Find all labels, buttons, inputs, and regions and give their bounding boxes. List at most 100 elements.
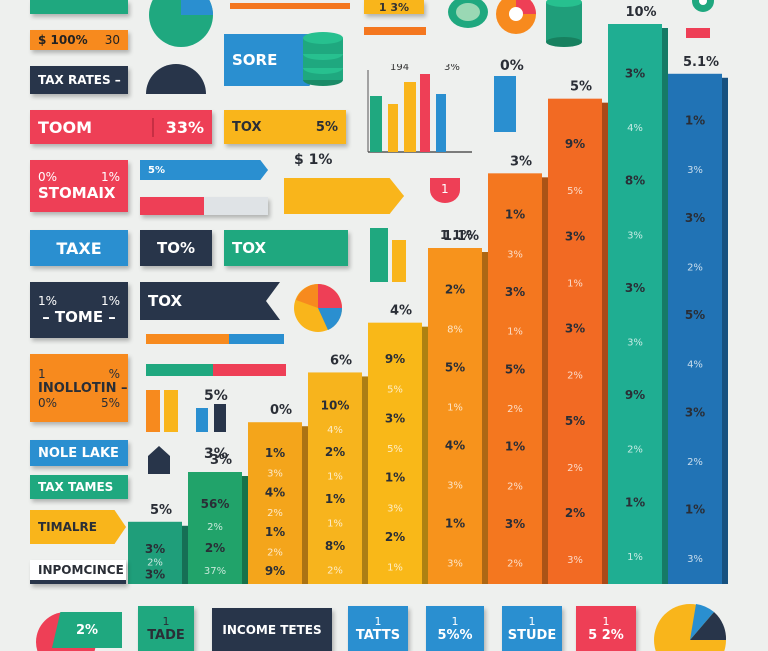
label-l6-top-left: 1% (38, 294, 58, 308)
label-l2: TAX RATES – (30, 66, 128, 94)
stripe-m2 (146, 364, 286, 376)
bar-cell-label: 1% (507, 327, 523, 338)
bar-rect-3 (248, 422, 302, 584)
label-m7 (284, 178, 404, 214)
bar-cell-label: 2% (687, 457, 703, 468)
bar-cell-label: 3% (507, 249, 523, 260)
bar-1: 5%3%2%3% (128, 503, 188, 584)
label-l9: TAX TAMES (30, 475, 128, 499)
bar-cell-label: 9% (385, 352, 405, 366)
pie-icon-top (146, 0, 216, 54)
label-l6-top-right: 1% (100, 294, 120, 308)
label-top-badge-text: 1 3% (378, 0, 410, 14)
label-b3: INCOME TETES (212, 608, 332, 651)
bar-cell-label: 5% (505, 362, 525, 376)
label-l1-right: 30 (104, 33, 120, 47)
bar-6: 1.1% 2% 8% 5% 1% 4% 3% 1% 3% (428, 229, 488, 584)
bar-cell-label: 2% (627, 445, 643, 456)
label-m8: 0% (500, 58, 524, 74)
coin-stack-icon (300, 24, 346, 92)
label-m2: TOX 5% (224, 110, 346, 144)
label-l8: NOLE LAKE (30, 440, 128, 466)
bar-rect-6 (428, 248, 482, 584)
bar-cell-label: 9% (625, 388, 645, 402)
bar-cell-label: 3% (565, 229, 585, 243)
bar-cell-label: 9% (265, 564, 285, 578)
bar-cell-label: 2% (567, 371, 583, 382)
bar-cell-label: 2% (325, 445, 345, 459)
bar-cell-label: 3% (387, 503, 403, 514)
bar-cell-label: 3% (145, 567, 165, 581)
bar-cell-label: 3% (685, 405, 705, 419)
bar-cell-label: 1% (627, 552, 643, 563)
bar-cell-label: 4% (627, 123, 643, 134)
bar-cell-label: 2% (385, 530, 405, 544)
label-l7-top-right: % (108, 366, 120, 381)
bar-cell-label: 3% (687, 554, 703, 565)
mini-chart-icon: 194 3% (364, 62, 474, 164)
bar-5: 4% 9% 5% 3% 5% 1% 3% 2% 1% (368, 304, 428, 584)
label-top-green (30, 0, 128, 14)
bar-cell-label: 2% (567, 463, 583, 474)
pie-icon-bottom-right (650, 598, 730, 651)
bar-cell-label: 3% (267, 469, 283, 480)
bar-cell-label: 2% (507, 481, 523, 492)
bar-cell-label: 3% (385, 411, 405, 425)
mini-bars-icon-1 (370, 228, 410, 288)
label-m3: 5% (140, 160, 268, 180)
bar-7: 3% 1% 3% 3% 1% 5% 2% 1% 2% 3% 2% (488, 154, 548, 585)
bar-cell-label: 1% (447, 402, 463, 413)
top-stripe (230, 3, 350, 9)
bar-side-1 (182, 525, 188, 584)
label-l4-main: STOMAIX (38, 184, 116, 202)
label-b2-top: 1 (162, 614, 170, 628)
bar-cell-label: 10% (321, 398, 350, 412)
cog-icon (690, 0, 716, 18)
donut-icon-top (492, 0, 540, 44)
bar-rect-5 (368, 322, 422, 584)
bar-cell-label: 2% (205, 541, 225, 555)
bar-cell-label: 1% (567, 278, 583, 289)
label-l9-text: TAX TAMES (38, 480, 114, 494)
top-stripe-3 (686, 28, 710, 38)
bar-cell-label: 5% (685, 308, 705, 322)
label-l1: $ 100% 30 (30, 30, 128, 50)
label-l6: 1% 1% – TOME – (30, 282, 128, 338)
label-l3-right: 33% (151, 117, 204, 137)
bar-2: 3% 56% 2% 2% 37% (188, 453, 248, 584)
bar-cell-label: 3% (447, 558, 463, 569)
bar-cell-label: 1% (325, 492, 345, 506)
semicircle-icon (144, 60, 208, 100)
bar-cell-label: 3% (505, 517, 525, 531)
bar-cell-label: 1% (685, 114, 705, 128)
bar-cell-label: 3% (625, 66, 645, 80)
label-m3-text: 5% (148, 164, 165, 176)
bar-cell-label: 2% (147, 558, 163, 569)
label-b7: 1 5 2% (576, 606, 636, 651)
bar-cell-label: 2% (507, 559, 523, 570)
svg-text:1: 1 (441, 182, 449, 196)
label-b7-main: 5 2% (588, 627, 624, 643)
bar-top-label-1: 5% (150, 503, 172, 518)
label-b6-main: STUDE (507, 627, 557, 643)
bar-cell-label: 2% (565, 506, 585, 520)
label-l5: TAXE (30, 230, 128, 266)
bar-top-label-9: 10% (625, 5, 656, 20)
label-b4: 1 TATTS (348, 606, 408, 651)
bar-cell-label: 1% (387, 563, 403, 574)
label-l11: INPOMCINCE (30, 560, 126, 584)
bar-side-2 (242, 476, 248, 584)
label-b1: 2% (52, 612, 122, 648)
bar-8: 5% 9% 5% 3% 1% 3% 2% 5% 2% 2% 3% (548, 80, 608, 585)
label-b6: 1 STUDE (502, 606, 562, 651)
label-m1-text: SORE (232, 51, 278, 69)
bar-top-label-3: 0% (270, 403, 292, 418)
house-icon (146, 444, 172, 480)
label-m5: TOX (224, 230, 348, 266)
bar-cell-label: 4% (327, 425, 343, 436)
bar-side-7 (542, 177, 548, 585)
bar-cell-label: 5% (387, 385, 403, 396)
label-b3-text: INCOME TETES (222, 622, 322, 637)
bar-rect-10 (668, 73, 722, 585)
bar-cell-label: 4% (687, 360, 703, 371)
